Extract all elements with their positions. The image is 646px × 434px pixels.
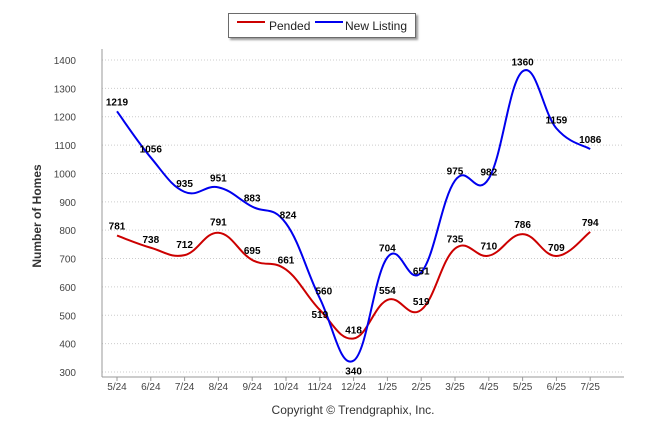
axes xyxy=(101,49,624,381)
data-label-new-listing-13: 1159 xyxy=(546,115,568,126)
x-tick-6-24: 6/24 xyxy=(141,382,161,393)
data-label-new-listing-3: 951 xyxy=(210,173,227,184)
data-label-pended-8: 554 xyxy=(379,286,396,297)
data-label-new-listing-6: 560 xyxy=(315,286,332,297)
copyright-footer: Copyright © Trendgraphix, Inc. xyxy=(271,403,435,417)
data-label-pended-1: 738 xyxy=(142,235,159,246)
legend-swatch-pended xyxy=(237,21,265,23)
y-tick-300: 300 xyxy=(59,368,76,379)
legend-label-pended: Pended xyxy=(269,19,311,33)
x-tick-labels: 5/24 6/24 7/24 8/24 9/24 10/24 11/24 12/24 1/25 2… xyxy=(107,382,600,393)
data-label-pended-13: 709 xyxy=(548,243,565,254)
data-label-pended-5: 661 xyxy=(278,256,295,267)
y-tick-900: 900 xyxy=(59,198,76,209)
x-tick-6-25: 6/25 xyxy=(547,382,567,393)
y-tick-labels: 300 400 500 600 700 800 900 1000 1100 1200 1300 140… xyxy=(54,56,77,379)
y-tick-600: 600 xyxy=(59,283,76,294)
grid-lines xyxy=(102,59,624,373)
x-tick-4-25: 4/25 xyxy=(479,382,499,393)
data-label-pended-4: 695 xyxy=(244,246,261,257)
data-label-new-listing-7: 340 xyxy=(345,367,362,378)
data-label-pended-2: 712 xyxy=(176,240,193,251)
series-line-pended xyxy=(116,231,591,340)
series-line-new-listing xyxy=(116,69,591,363)
x-tick-7-25: 7/25 xyxy=(580,382,600,393)
data-label-new-listing-9: 651 xyxy=(413,266,430,277)
data-label-pended-3: 791 xyxy=(210,218,227,229)
legend-swatch-new-listing xyxy=(315,21,343,23)
data-label-new-listing-11: 982 xyxy=(480,168,497,179)
legend-label-new-listing: New Listing xyxy=(345,19,408,33)
x-tick-7-24: 7/24 xyxy=(175,382,195,393)
x-tick-11-24: 11/24 xyxy=(308,382,333,393)
y-tick-1100: 1100 xyxy=(54,141,76,152)
x-tick-9-24: 9/24 xyxy=(242,382,262,393)
data-label-new-listing-12: 1360 xyxy=(511,57,534,68)
y-tick-1200: 1200 xyxy=(54,113,77,124)
data-label-new-listing-14: 1086 xyxy=(579,135,602,146)
data-label-new-listing-1: 1056 xyxy=(140,145,163,156)
legend: Pended New Listing xyxy=(228,13,416,38)
data-label-pended-11: 710 xyxy=(480,242,497,253)
series-lines xyxy=(116,69,591,363)
data-label-new-listing-5: 824 xyxy=(280,210,297,221)
data-label-pended-7: 418 xyxy=(345,326,362,337)
x-tick-5-24: 5/24 xyxy=(107,382,127,393)
y-tick-700: 700 xyxy=(59,255,76,266)
data-label-pended-12: 786 xyxy=(514,220,531,231)
x-tick-10-24: 10/24 xyxy=(273,382,298,393)
x-tick-5-25: 5/25 xyxy=(513,382,533,393)
y-axis-label: Number of Homes xyxy=(30,164,44,268)
y-tick-1400: 1400 xyxy=(54,56,77,67)
data-label-pended-14: 794 xyxy=(582,218,599,229)
data-label-pended-6: 519 xyxy=(311,310,328,321)
x-tick-2-25: 2/25 xyxy=(411,382,431,393)
y-tick-1000: 1000 xyxy=(54,169,77,180)
data-label-pended-0: 781 xyxy=(109,222,126,233)
data-label-new-listing-8: 704 xyxy=(379,243,396,254)
x-tick-8-24: 8/24 xyxy=(209,382,229,393)
y-tick-1300: 1300 xyxy=(54,84,77,95)
data-label-pended-10: 735 xyxy=(447,235,464,246)
data-label-new-listing-10: 975 xyxy=(447,167,464,178)
y-tick-800: 800 xyxy=(59,226,76,237)
y-tick-500: 500 xyxy=(59,311,76,322)
x-tick-1-25: 1/25 xyxy=(378,382,398,393)
x-tick-12-24: 12/24 xyxy=(341,382,366,393)
data-label-new-listing-2: 935 xyxy=(176,179,193,190)
data-label-new-listing-0: 1219 xyxy=(106,97,129,108)
data-label-new-listing-4: 883 xyxy=(244,194,261,205)
data-label-pended-9: 519 xyxy=(413,297,430,308)
data-labels: 781 738 712 791 695 661 519 418 554 519 735 710 786 7… xyxy=(106,57,602,377)
y-tick-400: 400 xyxy=(59,340,76,351)
x-tick-3-25: 3/25 xyxy=(445,382,465,393)
